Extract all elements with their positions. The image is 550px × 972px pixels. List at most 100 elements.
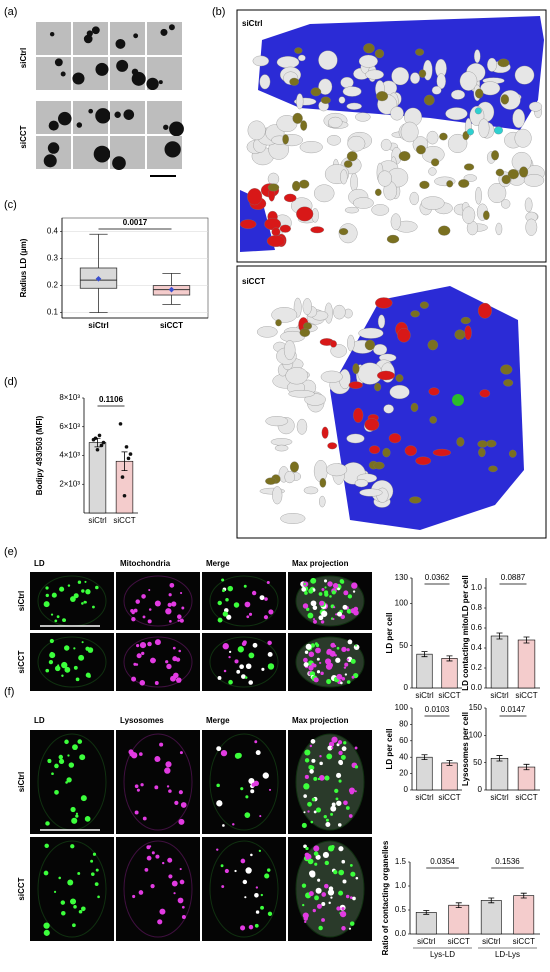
micrograph-spot [330,812,334,816]
data-point [97,433,102,438]
micrograph-spot [336,772,342,778]
organelle [282,134,289,145]
micrograph-spot [242,879,248,885]
membrane [240,190,275,252]
row-label: siCtrl [17,591,26,611]
micrograph-spot [136,653,142,659]
micrograph-spot [266,580,270,585]
micrograph-spot [335,657,341,663]
micrograph [36,57,71,90]
micrograph-spot [308,665,314,671]
micrograph-spot [81,602,84,605]
x-tick-label: siCCT [515,691,537,700]
micrograph-spot [320,671,324,676]
micrograph-spot [314,642,318,646]
organelle [400,121,419,143]
micrograph-spot [312,618,316,621]
micrograph-spot [172,646,176,650]
organelle [428,387,440,396]
micrograph-spot [321,610,328,617]
micrograph-spot [222,824,225,827]
x-tick-label: siCCT [438,793,460,802]
organelle [421,196,445,210]
x-tick-label: siCCT [113,516,135,525]
micrograph-spot [61,661,68,669]
micrograph-spot [311,758,316,763]
micrograph-spot [313,845,320,852]
micrograph-spot [81,906,86,912]
micrograph-spot [177,897,184,904]
micrograph-spot [337,740,343,745]
micrograph-spot [251,590,257,596]
data-point [118,422,123,426]
organelle [488,465,498,473]
micrograph-spot [313,810,317,814]
micrograph-spot [241,641,247,647]
micrograph-spot [324,586,327,589]
data-point [120,475,125,479]
micrograph-spot [61,910,66,916]
y-tick-label: 50 [473,758,482,767]
organelle [375,188,382,196]
micrograph-spot [95,868,99,872]
bar [517,766,536,791]
y-tick-label: 2×10³ [59,479,80,488]
organelle [296,93,304,110]
organelle [514,128,532,148]
micrograph-spot [75,814,79,818]
micrograph-spot [244,676,248,679]
micrograph-spot [322,851,330,859]
organelle [275,319,282,327]
micrograph-spot [67,584,71,587]
micrograph-spot [342,604,348,610]
micrograph-spot [84,580,87,583]
micrograph-spot [47,142,60,154]
micrograph-spot [319,761,323,766]
organelle [432,448,451,457]
micrograph-spot [43,601,50,608]
micrograph-spot [318,615,324,621]
organelle [419,180,430,189]
x-tick-label: siCCT [513,937,535,946]
micrograph-spot [348,927,352,930]
micrograph-spot [307,810,310,813]
micrograph-spot [71,817,78,824]
organelle [525,218,538,236]
bar [490,635,509,689]
organelle [346,433,365,444]
organelle [397,328,411,343]
organelle [451,89,465,100]
row-label: siCCT [17,650,26,673]
organelle [474,107,482,115]
organelle [374,49,385,59]
y-tick-label: 50 [399,641,408,650]
organelle [346,151,358,162]
organelle [445,107,468,120]
organelle [288,390,315,398]
organelle [463,163,475,171]
organelle [310,87,322,97]
micrograph-spot [336,611,343,617]
y-tick-label: 0.0 [471,683,483,692]
micrograph-spot [54,619,58,623]
micrograph-spot [148,608,152,611]
y-axis-label: Radius LD (µm) [19,238,28,297]
organelle [519,166,529,178]
micrograph-spot [355,876,359,880]
organelle [447,134,468,153]
micrograph-spot [67,879,74,886]
x-tick-label: siCtrl [490,691,508,700]
y-tick-label: 0 [404,683,409,692]
micrograph-spot [150,884,155,889]
organelle [338,228,349,236]
micrograph-spot [167,857,173,863]
micrograph-spot [166,785,170,788]
organelle [508,449,517,458]
column-header: Max projection [292,559,349,568]
organelle [359,488,383,497]
cell-outline [209,575,279,627]
y-axis-label: LD per cell [385,613,394,654]
micrograph-spot [224,868,229,874]
micrograph-spot [169,582,175,588]
